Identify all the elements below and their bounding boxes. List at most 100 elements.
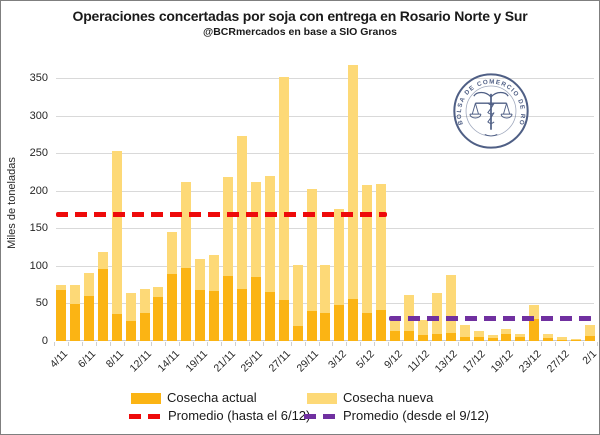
legend-label-cosecha-actual: Cosecha actual xyxy=(167,390,257,405)
legend-label-promedio-hasta: Promedio (hasta el 6/12) xyxy=(168,408,311,423)
x-tick xyxy=(193,342,195,346)
bar-segment-cosecha-actual xyxy=(139,312,150,341)
bar-segment-cosecha-actual xyxy=(404,331,414,341)
bar-segment-cosecha-nueva xyxy=(431,293,442,334)
y-tick-label-100: 100 xyxy=(29,259,48,272)
bar-segment-cosecha-nueva xyxy=(459,324,470,337)
x-tick xyxy=(54,342,56,346)
x-tick-label-5-12: 5/12 xyxy=(353,348,377,371)
x-tick-label-12-11: 12/11 xyxy=(127,348,155,375)
x-tick-label-25-11: 25/11 xyxy=(238,348,266,375)
bar-segment-cosecha-actual xyxy=(111,314,122,341)
x-tick xyxy=(596,342,598,346)
avg-line-desde-9-12 xyxy=(389,316,592,321)
x-tick-label-19-11: 19/11 xyxy=(183,348,210,375)
x-tick-label-19-12: 19/12 xyxy=(488,348,516,376)
bar-segment-cosecha-actual xyxy=(195,290,206,341)
bar-segment-cosecha-actual xyxy=(250,277,261,341)
bar-segment-cosecha-nueva xyxy=(69,284,80,304)
bar-segment-cosecha-actual xyxy=(334,305,345,341)
bar-segment-cosecha-actual xyxy=(278,299,289,341)
x-tick-label-27-11: 27/11 xyxy=(266,348,294,375)
bar-segment-cosecha-actual xyxy=(515,337,526,341)
x-tick-label-4-11: 4/11 xyxy=(48,348,71,371)
x-tick-label-8-11: 8/11 xyxy=(103,348,127,371)
bar-segment-cosecha-nueva xyxy=(223,176,234,276)
bar-segment-cosecha-actual xyxy=(557,339,568,341)
bar-segment-cosecha-actual xyxy=(529,319,540,341)
y-tick-label-300: 300 xyxy=(29,109,48,122)
bar-segment-cosecha-nueva xyxy=(209,254,220,291)
x-tick xyxy=(165,342,167,346)
chart-title: Operaciones concertadas por soja con ent… xyxy=(72,8,528,24)
x-tick-label-11-12: 11/12 xyxy=(405,348,433,375)
bar-segment-cosecha-actual xyxy=(223,275,234,341)
x-tick xyxy=(541,342,543,346)
bar-segment-cosecha-nueva xyxy=(195,259,206,290)
x-tick xyxy=(346,342,348,346)
x-tick xyxy=(332,342,334,346)
x-tick xyxy=(429,342,431,346)
bar-segment-cosecha-actual xyxy=(320,312,331,341)
bar-segment-cosecha-nueva xyxy=(111,150,122,314)
bar-segment-cosecha-actual xyxy=(181,267,192,341)
x-tick-label-2-1: 2/1 xyxy=(580,348,600,367)
bar-segment-cosecha-actual xyxy=(362,312,373,341)
bar-segment-cosecha-actual xyxy=(487,338,498,341)
bar-segment-cosecha-actual xyxy=(209,290,220,341)
bar-segment-cosecha-nueva xyxy=(83,272,94,296)
bar-segment-cosecha-actual xyxy=(390,331,401,341)
bar-segment-cosecha-nueva xyxy=(264,176,275,293)
gridline-150 xyxy=(56,228,594,229)
x-tick-label-3-12: 3/12 xyxy=(325,348,349,371)
x-tick-label-17-12: 17/12 xyxy=(461,348,489,376)
bar-segment-cosecha-actual xyxy=(83,296,94,341)
bar-segment-cosecha-actual xyxy=(97,269,108,341)
gridline-250 xyxy=(56,153,594,154)
bar-segment-cosecha-nueva xyxy=(153,287,164,297)
x-tick xyxy=(137,342,139,346)
bar-segment-cosecha-actual xyxy=(543,338,554,341)
y-tick-label-200: 200 xyxy=(29,184,48,197)
x-tick xyxy=(123,342,125,346)
legend-swatch-cosecha-actual xyxy=(131,393,161,404)
x-tick xyxy=(262,342,264,346)
x-tick-label-14-11: 14/11 xyxy=(155,348,182,375)
x-tick-label-21-11: 21/11 xyxy=(211,348,238,375)
y-tick-label-50: 50 xyxy=(35,297,48,309)
x-tick xyxy=(290,342,292,346)
bar-segment-cosecha-nueva xyxy=(320,265,331,313)
bar-segment-cosecha-actual xyxy=(56,290,66,341)
bar-segment-cosecha-nueva xyxy=(390,318,401,332)
x-tick xyxy=(415,342,417,346)
bar-segment-cosecha-actual xyxy=(571,340,582,341)
x-tick xyxy=(179,342,181,346)
plot-area xyxy=(56,56,595,341)
gridline-350 xyxy=(56,78,594,79)
x-tick xyxy=(360,342,362,346)
legend-label-cosecha-nueva: Cosecha nueva xyxy=(343,390,434,405)
x-tick xyxy=(207,342,209,346)
x-tick xyxy=(457,342,459,346)
bar-segment-cosecha-nueva xyxy=(167,232,178,274)
bolsa-comercio-rosario-seal-icon: BOLSA DE COMERCIO DE ROSARIO xyxy=(452,72,529,149)
bar-segment-cosecha-nueva xyxy=(571,338,582,341)
bar-segment-cosecha-nueva xyxy=(584,324,595,336)
x-tick-label-6-11: 6/11 xyxy=(75,348,99,371)
bar-segment-cosecha-actual xyxy=(236,289,247,341)
gridline-200 xyxy=(56,190,594,192)
bar-segment-cosecha-actual xyxy=(167,273,178,341)
bar-segment-cosecha-actual xyxy=(584,335,595,341)
bar-segment-cosecha-actual xyxy=(417,335,428,341)
bar-segment-cosecha-nueva xyxy=(181,182,192,268)
x-tick xyxy=(276,342,278,346)
bar-segment-cosecha-nueva xyxy=(515,333,526,338)
bar-segment-cosecha-actual xyxy=(264,292,275,341)
bar-segment-cosecha-nueva xyxy=(445,275,456,333)
legend-dash-promedio-desde xyxy=(304,414,340,419)
y-tick-label-250: 250 xyxy=(29,147,48,159)
y-tick-label-350: 350 xyxy=(29,72,48,84)
x-tick xyxy=(443,342,445,346)
x-tick xyxy=(569,342,571,346)
